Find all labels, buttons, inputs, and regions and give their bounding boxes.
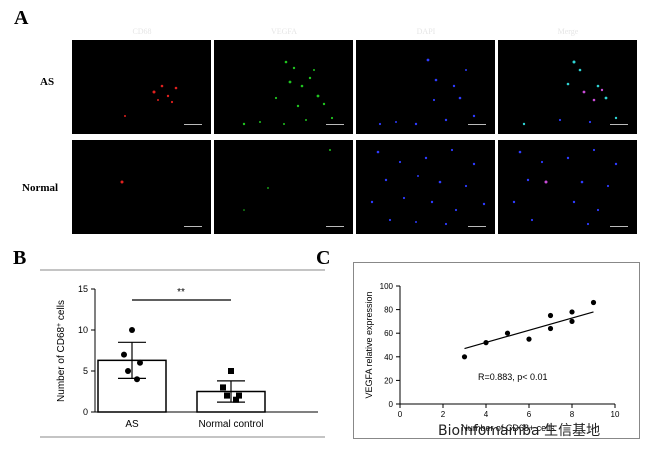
x-category-label: AS <box>125 419 139 430</box>
y-tick-label: 0 <box>83 407 88 417</box>
y-tick-label: 60 <box>384 329 393 338</box>
column-label-vegfa: VEGFA <box>270 27 298 36</box>
y-tick-label: 5 <box>83 366 88 376</box>
x-tick-label: 8 <box>570 410 575 419</box>
scatter-point <box>461 354 468 360</box>
x-tick-label: 6 <box>527 410 532 419</box>
scatter-frame <box>353 262 640 439</box>
micrograph-as-dapi <box>356 40 495 134</box>
row-label-as: AS <box>40 76 55 88</box>
data-point <box>134 376 140 383</box>
micrograph-normal-vegfa <box>214 140 353 234</box>
data-point <box>137 359 143 366</box>
x-category-label: Normal control <box>198 419 263 430</box>
data-point <box>220 384 226 391</box>
x-tick-label: 2 <box>441 410 446 419</box>
scatter-point <box>483 340 489 346</box>
data-point <box>233 396 239 403</box>
column-label-merge: Merge <box>557 27 579 36</box>
data-point <box>129 327 135 333</box>
y-tick-label: 15 <box>78 284 88 294</box>
data-point <box>236 392 242 399</box>
x-tick-label: 0 <box>398 410 403 419</box>
column-label-cd68: CD68 <box>132 27 152 36</box>
y-tick-label: 80 <box>384 306 393 315</box>
y-tick-label: 0 <box>389 400 394 409</box>
x-tick-label: 10 <box>611 410 620 419</box>
y-tick-label: 20 <box>384 376 393 385</box>
micrograph-normal-cd68 <box>72 140 211 234</box>
micrograph-normal-dapi <box>356 140 495 234</box>
scatter-point <box>547 312 554 319</box>
scatter-point <box>569 309 575 315</box>
scatter-point <box>569 318 575 324</box>
data-point <box>121 351 127 358</box>
row-label-normal: Normal <box>22 182 59 194</box>
micrograph-as-vegfa <box>214 40 353 134</box>
significance-label: ** <box>177 287 185 298</box>
y-tick-label: 40 <box>384 353 393 362</box>
correlation-annotation: R=0.883, p< 0.01 <box>478 372 548 382</box>
bar-y-axis-label: Number of CD68+ cells <box>56 300 68 402</box>
micrograph-as-cd68 <box>72 40 211 134</box>
bar-chart: 0 5 10 15 AS Normal control ** Number of CD6… <box>40 269 325 438</box>
data-point <box>228 368 234 374</box>
y-tick-label: 10 <box>78 325 88 335</box>
y-tick-label: 100 <box>380 282 394 291</box>
scatter-point <box>547 325 554 332</box>
micrograph-as-merge <box>498 40 637 134</box>
watermark: Bioinfomamba 生信基地 <box>438 423 601 439</box>
scatter-point <box>526 336 532 342</box>
panel-c-label: C <box>316 247 331 269</box>
scatter-y-axis-label: VEGFA relative expression <box>364 291 374 398</box>
scatter-point <box>590 299 597 306</box>
micrograph-normal-merge <box>498 140 637 234</box>
column-label-dapi: DAPI <box>416 27 436 36</box>
panel-a-label: A <box>14 7 29 29</box>
x-tick-label: 4 <box>484 410 489 419</box>
panel-b-label: B <box>13 247 27 269</box>
data-point <box>224 392 230 399</box>
scatter-chart: 0 20 40 60 80 100 0 2 4 6 8 10 R=0.883, p< 0.01 VE… <box>353 262 640 439</box>
scatter-point <box>504 330 511 336</box>
data-point <box>125 368 131 374</box>
scatter-x-axis-label: Number of CD68+ cells <box>461 423 555 433</box>
